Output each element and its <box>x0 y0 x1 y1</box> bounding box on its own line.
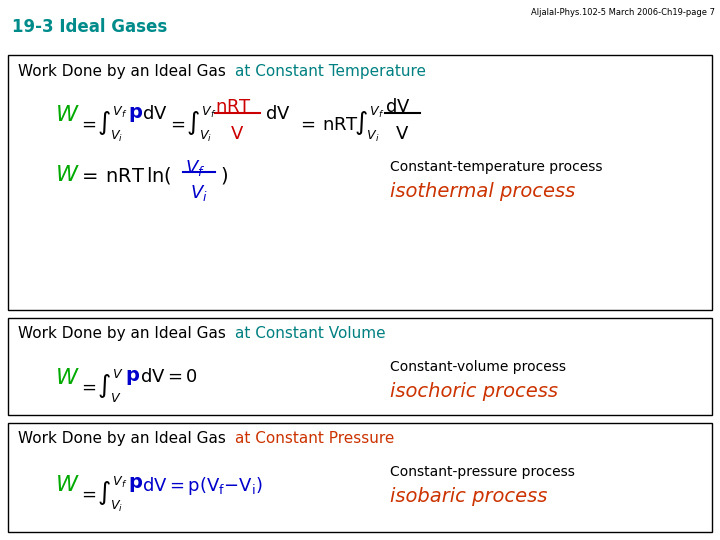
Text: Constant-volume process: Constant-volume process <box>390 360 566 374</box>
Text: at Constant Temperature: at Constant Temperature <box>235 64 426 79</box>
Text: $=\,\mathrm{nRT}\,\ln($: $=\,\mathrm{nRT}\,\ln($ <box>78 165 172 186</box>
Text: $\mathrm{dV}$: $\mathrm{dV}$ <box>142 105 168 123</box>
Text: $=\!\int_{V}^{V}$: $=\!\int_{V}^{V}$ <box>78 368 124 405</box>
Text: $\mathrm{V}$: $\mathrm{V}$ <box>230 125 244 143</box>
Text: $W$: $W$ <box>55 105 80 125</box>
Text: isothermal process: isothermal process <box>390 182 575 201</box>
Text: $\mathrm{dV{=}0}$: $\mathrm{dV{=}0}$ <box>140 368 198 386</box>
Text: $V_i$: $V_i$ <box>190 183 208 203</box>
Text: $)$: $)$ <box>220 165 228 186</box>
Bar <box>8 55 712 310</box>
Text: isochoric process: isochoric process <box>390 382 558 401</box>
Text: $=\!\int_{V_i}^{V_f}$: $=\!\int_{V_i}^{V_f}$ <box>78 105 127 144</box>
Text: $\mathrm{dV{=}p(V_f{-}V_i)}$: $\mathrm{dV{=}p(V_f{-}V_i)}$ <box>142 475 263 497</box>
Text: $\mathrm{dV}$: $\mathrm{dV}$ <box>265 105 291 123</box>
Text: Work Done by an Ideal Gas: Work Done by an Ideal Gas <box>18 64 230 79</box>
Text: Work Done by an Ideal Gas: Work Done by an Ideal Gas <box>18 326 230 341</box>
Text: 19-3 Ideal Gases: 19-3 Ideal Gases <box>12 18 167 36</box>
Text: isobaric process: isobaric process <box>390 487 547 506</box>
Text: $\mathbf{p}$: $\mathbf{p}$ <box>128 475 143 494</box>
Text: $\mathrm{nRT}$: $\mathrm{nRT}$ <box>215 98 252 116</box>
Text: $\mathrm{dV}$: $\mathrm{dV}$ <box>385 98 410 116</box>
Text: $W$: $W$ <box>55 368 80 388</box>
Text: $=\,\mathrm{nRT}\!\int_{V_i}^{V_f}$: $=\,\mathrm{nRT}\!\int_{V_i}^{V_f}$ <box>297 105 384 144</box>
Bar <box>8 318 712 415</box>
Text: $V_f$: $V_f$ <box>185 158 205 178</box>
Text: Aljalal-Phys.102-5 March 2006-Ch19-page 7: Aljalal-Phys.102-5 March 2006-Ch19-page … <box>531 8 715 17</box>
Text: $\mathrm{V}$: $\mathrm{V}$ <box>395 125 409 143</box>
Bar <box>8 423 712 532</box>
Text: Work Done by an Ideal Gas: Work Done by an Ideal Gas <box>18 431 230 446</box>
Text: at Constant Volume: at Constant Volume <box>235 326 386 341</box>
Text: $=\!\int_{V_i}^{V_f}$: $=\!\int_{V_i}^{V_f}$ <box>78 475 127 514</box>
Text: Constant-pressure process: Constant-pressure process <box>390 465 575 479</box>
Text: at Constant Pressure: at Constant Pressure <box>235 431 395 446</box>
Text: $W$: $W$ <box>55 475 80 495</box>
Text: Constant-temperature process: Constant-temperature process <box>390 160 603 174</box>
Text: $=\!\int_{V_i}^{V_f}$: $=\!\int_{V_i}^{V_f}$ <box>167 105 217 144</box>
Text: $W$: $W$ <box>55 165 80 185</box>
Text: $\mathbf{p}$: $\mathbf{p}$ <box>125 368 140 387</box>
Text: $\mathbf{p}$: $\mathbf{p}$ <box>128 105 143 124</box>
